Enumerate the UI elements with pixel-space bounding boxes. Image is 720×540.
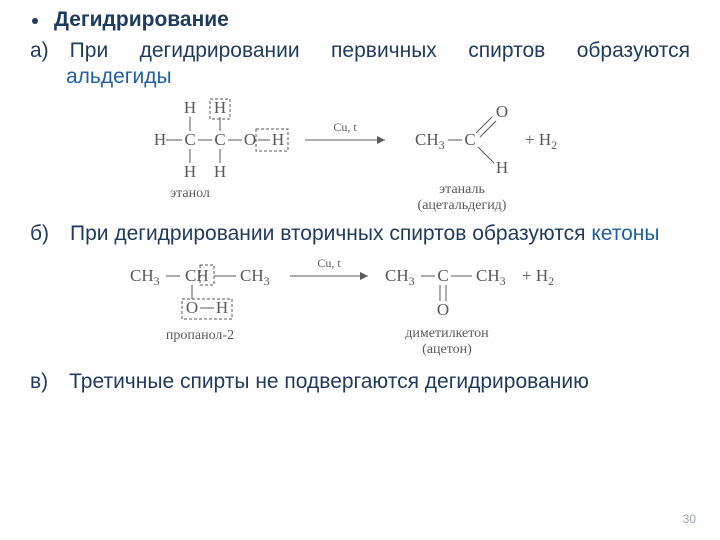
slide-content: Дегидрирование а) При дегидрировании пер… xyxy=(0,0,720,540)
para-b-text: б) При дегидрировании вторичных спиртов … xyxy=(30,222,591,245)
svg-text:этанол: этанол xyxy=(170,186,210,201)
bullet-dot xyxy=(32,18,38,24)
svg-text:O: O xyxy=(496,102,508,121)
para-b-highlight: кетоны xyxy=(591,222,659,245)
svg-text:CH3: CH3 xyxy=(130,266,160,288)
svg-text:пропанол-2: пропанол-2 xyxy=(166,328,234,343)
heading-dehydrogenation: Дегидрирование xyxy=(54,8,690,32)
svg-text:Cu, t: Cu, t xyxy=(317,256,341,270)
svg-text:H: H xyxy=(272,130,284,149)
svg-text:C: C xyxy=(184,130,195,149)
svg-text:(ацетальдегид): (ацетальдегид) xyxy=(418,198,507,213)
reaction-2-svg: CH3 CH CH3 O H пропанол-2 Cu, t CH3 C C xyxy=(110,251,610,361)
reaction-2: CH3 CH CH3 O H пропанол-2 Cu, t CH3 C C xyxy=(30,251,690,361)
svg-text:диметилкетон: диметилкетон xyxy=(405,326,489,341)
svg-text:H: H xyxy=(184,98,196,117)
para-c-text: в) Третичные спирты не подвергаются деги… xyxy=(30,370,589,393)
reaction-1: H H H C C O H H H этанол xyxy=(30,95,690,213)
svg-text:C: C xyxy=(437,266,448,285)
para-b: б) При дегидрировании вторичных спиртов … xyxy=(30,221,690,247)
reaction-1-svg: H H H C C O H H H этанол xyxy=(130,95,590,213)
page-number: 30 xyxy=(683,512,696,526)
svg-text:O: O xyxy=(437,300,449,319)
svg-text:H: H xyxy=(214,98,226,117)
svg-text:H: H xyxy=(496,158,508,177)
svg-text:H: H xyxy=(184,162,196,181)
heading-text: Дегидрирование xyxy=(54,8,229,31)
svg-text:H: H xyxy=(216,298,228,317)
svg-text:H: H xyxy=(214,162,226,181)
svg-text:CH: CH xyxy=(185,266,209,285)
svg-text:O: O xyxy=(244,130,256,149)
svg-text:этаналь: этаналь xyxy=(439,182,485,197)
para-c: в) Третичные спирты не подвергаются деги… xyxy=(30,369,690,395)
svg-text:CH3: CH3 xyxy=(385,266,415,288)
svg-text:+ H2: + H2 xyxy=(522,266,554,288)
svg-text:CH3: CH3 xyxy=(240,266,270,288)
svg-text:H: H xyxy=(154,130,166,149)
svg-text:CH3: CH3 xyxy=(476,266,506,288)
para-a-highlight: альдегиды xyxy=(66,65,172,88)
para-a-text: а) При дегидрировании первичных спиртов … xyxy=(30,39,690,62)
svg-text:C: C xyxy=(464,130,475,149)
svg-text:CH3: CH3 xyxy=(415,130,445,152)
svg-text:C: C xyxy=(214,130,225,149)
svg-text:+ H2: + H2 xyxy=(525,130,557,152)
svg-text:(ацетон): (ацетон) xyxy=(422,342,472,357)
para-a: а) При дегидрировании первичных спиртов … xyxy=(30,38,690,91)
svg-text:Cu, t: Cu, t xyxy=(333,120,357,134)
svg-text:O: O xyxy=(186,298,198,317)
